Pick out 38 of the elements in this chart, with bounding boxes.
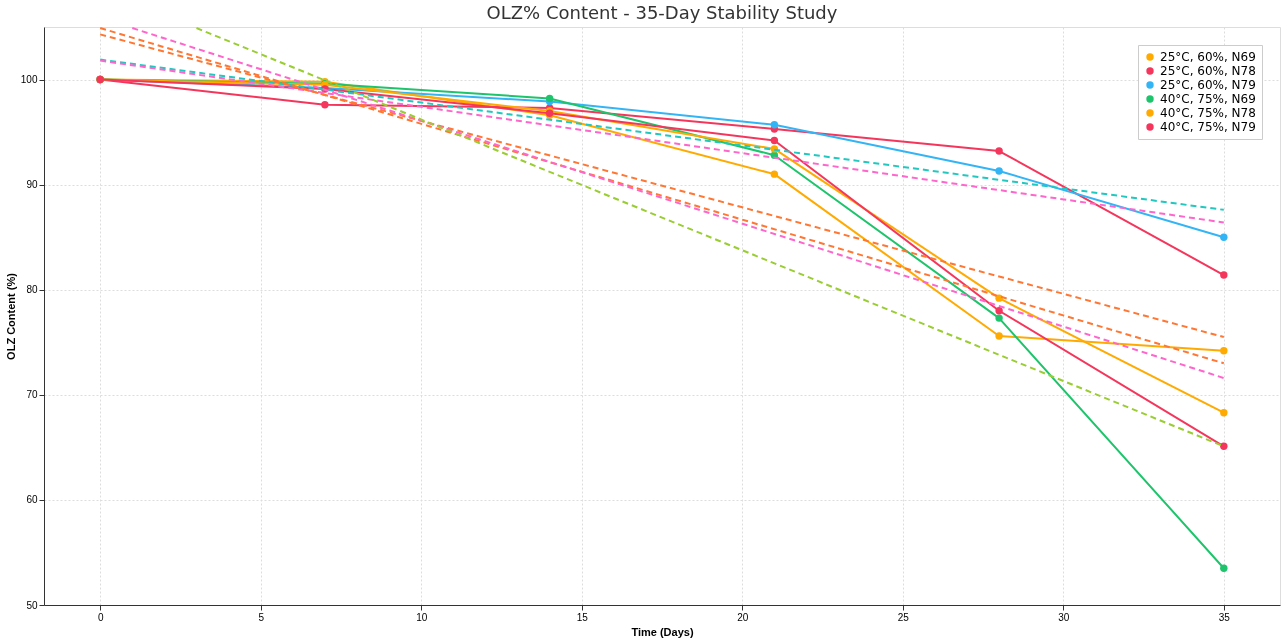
point xyxy=(995,314,1003,322)
y-tick-label: 70 xyxy=(26,389,38,401)
legend-label: 25°C, 60%, N69 xyxy=(1160,50,1256,64)
x-tick-label: 5 xyxy=(258,611,265,623)
legend-label: 40°C, 75%, N69 xyxy=(1160,92,1256,106)
y-tick-label: 50 xyxy=(26,599,38,611)
point xyxy=(1220,233,1228,241)
point xyxy=(995,307,1003,315)
legend-label: 40°C, 75%, N78 xyxy=(1160,106,1256,120)
y-tick-label: 100 xyxy=(20,74,38,86)
point xyxy=(995,167,1003,175)
point xyxy=(1220,408,1228,417)
point xyxy=(770,136,779,145)
x-tick-label: 10 xyxy=(416,611,428,623)
legend-label: 25°C, 60%, N78 xyxy=(1160,64,1256,78)
point xyxy=(770,121,779,129)
x-tick-label: 0 xyxy=(97,611,104,623)
legend-label: 40°C, 75%, N79 xyxy=(1160,120,1256,134)
point xyxy=(995,332,1003,340)
chart-title: OLZ% Content - 35-Day Stability Study xyxy=(486,2,838,23)
legend-label: 25°C, 60%, N79 xyxy=(1160,78,1256,92)
point xyxy=(1220,346,1228,355)
point xyxy=(995,147,1003,155)
x-tick-label: 25 xyxy=(897,611,910,623)
point xyxy=(770,170,779,178)
point xyxy=(1220,564,1228,572)
y-tick-label: 60 xyxy=(26,494,38,506)
x-axis-title: Time (Days) xyxy=(631,625,694,638)
y-tick-label: 80 xyxy=(26,284,38,296)
point xyxy=(1220,442,1228,451)
x-tick-label: 30 xyxy=(1058,611,1070,623)
y-tick-label: 90 xyxy=(26,179,38,191)
point xyxy=(1220,271,1228,279)
x-tick-label: 15 xyxy=(576,611,589,623)
x-tick-label: 20 xyxy=(737,611,749,623)
y-axis-title: OLZ Content (%) xyxy=(4,272,17,360)
point xyxy=(321,101,329,109)
x-tick-label: 35 xyxy=(1218,611,1231,623)
